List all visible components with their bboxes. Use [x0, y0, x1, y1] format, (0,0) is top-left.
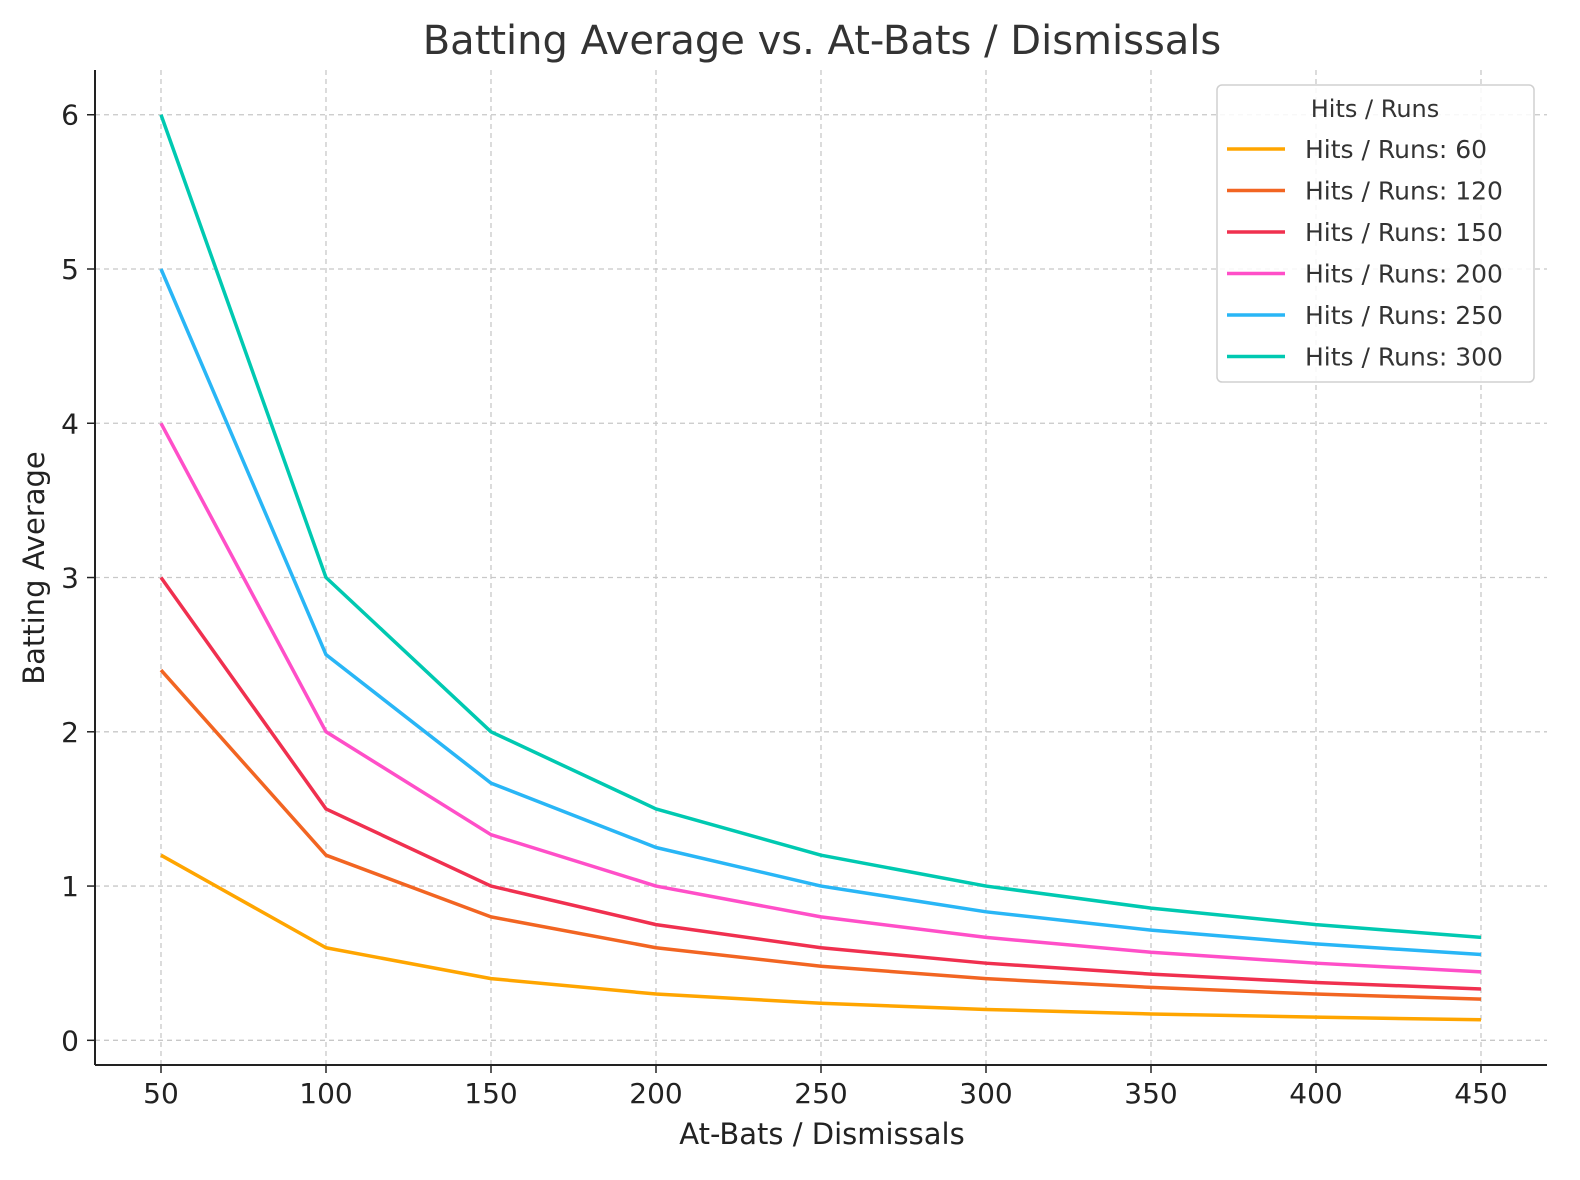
x-tick-label: 350	[1124, 1077, 1177, 1110]
x-axis-label: At-Bats / Dismissals	[679, 1117, 964, 1151]
series-line	[160, 853, 1482, 1022]
chart-title: Batting Average vs. At-Bats / Dismissals	[423, 18, 1222, 64]
legend-entry: Hits / Runs: 60	[1305, 135, 1487, 164]
x-tick-label: 300	[959, 1077, 1012, 1110]
x-tick-label: 400	[1289, 1077, 1342, 1110]
y-tick-label: 4	[61, 407, 79, 440]
y-tick-label: 0	[61, 1024, 79, 1057]
series-line	[159, 114, 1482, 940]
y-tick-label: 6	[61, 99, 79, 132]
y-tick-label: 5	[61, 253, 79, 286]
legend-entry: Hits / Runs: 120	[1305, 177, 1503, 206]
series-lines	[159, 114, 1482, 1022]
y-axis-label: Batting Average	[17, 451, 51, 685]
legend-entry: Hits / Runs: 150	[1305, 218, 1503, 247]
legend-box	[1216, 84, 1535, 383]
x-tick-label: 250	[794, 1077, 847, 1110]
legend: Hits / Runs Hits / Runs: 60 Hits / Runs: 1…	[1216, 84, 1535, 383]
legend-entry: Hits / Runs: 200	[1305, 260, 1503, 289]
x-tick-label: 100	[299, 1077, 352, 1110]
legend-entry: Hits / Runs: 250	[1305, 301, 1503, 330]
x-tick-label: 200	[629, 1077, 682, 1110]
y-tick-label: 3	[61, 562, 79, 595]
series-line	[159, 422, 1482, 974]
series-line	[159, 576, 1482, 991]
series-line	[159, 268, 1482, 957]
x-tick-label: 150	[464, 1077, 517, 1110]
legend-entry: Hits / Runs: 300	[1305, 343, 1503, 372]
series-line	[159, 668, 1482, 1001]
legend-title: Hits / Runs	[1311, 95, 1440, 123]
axes: 50 100 150 200 250 300 350 400 450 0 1 2 3 4 5 6	[61, 70, 1547, 1110]
x-tick-label: 450	[1454, 1077, 1507, 1110]
y-tick-label: 1	[61, 870, 79, 903]
y-tick-label: 2	[61, 716, 79, 749]
x-tick-label: 50	[143, 1077, 179, 1110]
